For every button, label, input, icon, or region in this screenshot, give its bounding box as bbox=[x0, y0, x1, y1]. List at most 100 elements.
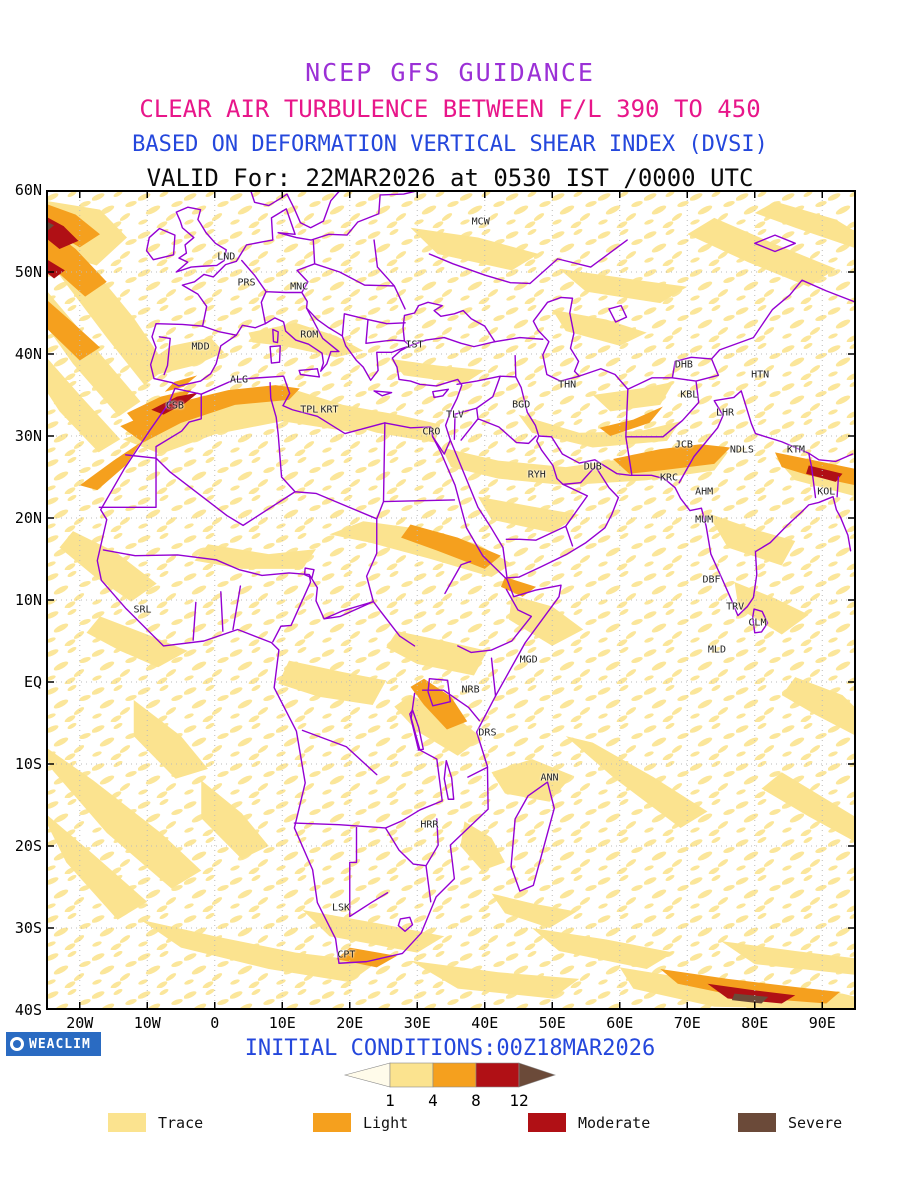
trace-shading bbox=[46, 200, 856, 1010]
station-label-krc: KRC bbox=[659, 472, 679, 484]
britain-coastline bbox=[176, 207, 226, 272]
station-label-jcb: JCB bbox=[674, 439, 693, 451]
lat-tick-label: 20S bbox=[14, 837, 42, 855]
colorbar-trace-segment bbox=[389, 1062, 434, 1088]
arabia-coastline bbox=[450, 436, 618, 578]
station-label-lhr: LHR bbox=[716, 407, 735, 419]
colorbar-tick-1: 1 bbox=[385, 1091, 395, 1110]
station-label-mnc: MNC bbox=[290, 281, 309, 293]
station-label-ann: ANN bbox=[540, 772, 559, 784]
lon-tick-label: 80E bbox=[741, 1014, 769, 1032]
lon-tick-label: 40E bbox=[471, 1014, 499, 1032]
lon-tick-label: 50E bbox=[538, 1014, 566, 1032]
station-label-dub: DUB bbox=[583, 461, 602, 473]
legend-label-light: Light bbox=[363, 1113, 409, 1132]
station-label-ist: IST bbox=[405, 339, 424, 351]
lat-tick-label: 30S bbox=[14, 919, 42, 937]
legend-swatch-light bbox=[313, 1113, 351, 1132]
legend-label-severe: Severe bbox=[788, 1113, 843, 1132]
station-label-csb: CSB bbox=[165, 400, 184, 412]
lon-tick-label: 10E bbox=[268, 1014, 296, 1032]
station-label-clm: CLM bbox=[748, 617, 767, 629]
station-label-dhb: DHB bbox=[674, 359, 693, 371]
station-label-htn: HTN bbox=[751, 369, 770, 381]
lat-tick-label: 40N bbox=[14, 345, 42, 363]
colorbar-tick-12: 12 bbox=[509, 1091, 529, 1110]
station-label-tlv: TLV bbox=[446, 409, 465, 421]
station-label-drs: DRS bbox=[478, 727, 497, 739]
lat-tick-label: EQ bbox=[23, 673, 42, 691]
lon-tick-label: 30E bbox=[403, 1014, 431, 1032]
station-label-ktm: KTM bbox=[786, 444, 805, 456]
station-label-prs: PRS bbox=[237, 277, 256, 289]
lat-tick-label: 20N bbox=[14, 509, 42, 527]
legend-label-moderate: Moderate bbox=[578, 1113, 651, 1132]
lon-tick-label: 20E bbox=[336, 1014, 364, 1032]
europe-borders bbox=[159, 235, 795, 374]
colorbar-light-segment bbox=[432, 1062, 477, 1088]
lat-tick-label: 10N bbox=[14, 591, 42, 609]
chart-subtitle: CLEAR AIR TURBULENCE BETWEEN F/L 390 TO … bbox=[139, 95, 761, 123]
initial-conditions: INITIAL CONDITIONS:00Z18MAR2026 bbox=[244, 1036, 656, 1061]
map-area: 60N 50N 40N 30N 20N 10N EQ 10S 20S 30S 40S 20W 10W 0… bbox=[15, 181, 856, 1032]
lat-tick-label: 40S bbox=[14, 1001, 42, 1019]
colorbar-tick-8: 8 bbox=[471, 1091, 481, 1110]
legend-swatch-severe bbox=[738, 1113, 776, 1132]
colorbar-tick-4: 4 bbox=[428, 1091, 438, 1110]
lat-tick-label: 10S bbox=[14, 755, 42, 773]
legend-swatch-trace bbox=[108, 1113, 146, 1132]
lat-tick-label: 60N bbox=[14, 181, 42, 199]
station-label-ryh: RYH bbox=[527, 469, 546, 481]
colorbar-moderate-segment bbox=[475, 1062, 520, 1088]
station-label-bgd: BGD bbox=[512, 399, 531, 411]
station-label-kol: KOL bbox=[817, 486, 836, 498]
station-label-dbf: DBF bbox=[702, 574, 721, 586]
weaclim-label: WEACLIM bbox=[29, 1036, 91, 1052]
lon-tick-label: 10W bbox=[133, 1014, 161, 1032]
ireland-coastline bbox=[147, 229, 175, 260]
chart-valid-time: VALID For: 22MAR2026 at 0530 IST /0000 U… bbox=[146, 164, 754, 192]
legend-item-moderate: Moderate bbox=[528, 1113, 650, 1132]
station-label-nrb: NRB bbox=[461, 684, 480, 696]
legend-item-light: Light bbox=[313, 1113, 408, 1132]
west-europe-baltic-coastline bbox=[182, 191, 417, 326]
station-label-hrr: HRR bbox=[420, 819, 439, 831]
south-europe-coastline bbox=[151, 308, 410, 386]
legend-item-trace: Trace bbox=[108, 1113, 203, 1132]
african-lakes bbox=[305, 568, 454, 799]
weaclim-logo-icon bbox=[10, 1037, 24, 1051]
axis-tickmarks bbox=[46, 190, 856, 1010]
coastline-border-layer bbox=[97, 190, 856, 963]
chart-title: NCEP GFS GUIDANCE bbox=[305, 58, 595, 87]
colorbar-below-tip bbox=[343, 1062, 391, 1088]
africa-borders bbox=[99, 383, 531, 932]
scandinavia-coastline bbox=[251, 190, 341, 228]
station-label-cro: CRO bbox=[422, 426, 441, 438]
colorbar: 1 4 8 12 bbox=[343, 1060, 559, 1112]
station-label-cpt: CPT bbox=[337, 949, 356, 961]
colorbar-severe-tip bbox=[518, 1062, 556, 1088]
station-label-kbl: KBL bbox=[680, 389, 699, 401]
station-label-srl: SRL bbox=[133, 604, 152, 616]
turbulence-shading-layer bbox=[46, 200, 856, 1010]
moderate-shading bbox=[46, 216, 843, 1004]
legend-label-trace: Trace bbox=[158, 1113, 204, 1132]
station-label-alg: ALG bbox=[230, 374, 249, 386]
lon-tick-label: 0 bbox=[210, 1014, 220, 1032]
station-label-lsk: LSK bbox=[331, 902, 350, 914]
station-label-tpl: TPL bbox=[300, 404, 319, 416]
legend-swatch-moderate bbox=[528, 1113, 566, 1132]
station-label-ahm: AHM bbox=[695, 486, 714, 498]
legend-item-severe: Severe bbox=[738, 1113, 842, 1132]
lon-tick-label: 20W bbox=[66, 1014, 94, 1032]
weaclim-badge: WEACLIM bbox=[6, 1032, 101, 1056]
iran-india-coastline bbox=[539, 436, 851, 616]
station-label-mum: MUM bbox=[695, 514, 714, 526]
inland-seas bbox=[403, 297, 626, 381]
station-label-mcw: MCW bbox=[471, 216, 490, 228]
station-label-thn: THN bbox=[558, 379, 577, 391]
chart-method-line: BASED ON DEFORMATION VERTICAL SHEAR INDE… bbox=[132, 132, 768, 157]
levant-turkey-coastline bbox=[392, 346, 462, 454]
islands bbox=[270, 329, 767, 891]
